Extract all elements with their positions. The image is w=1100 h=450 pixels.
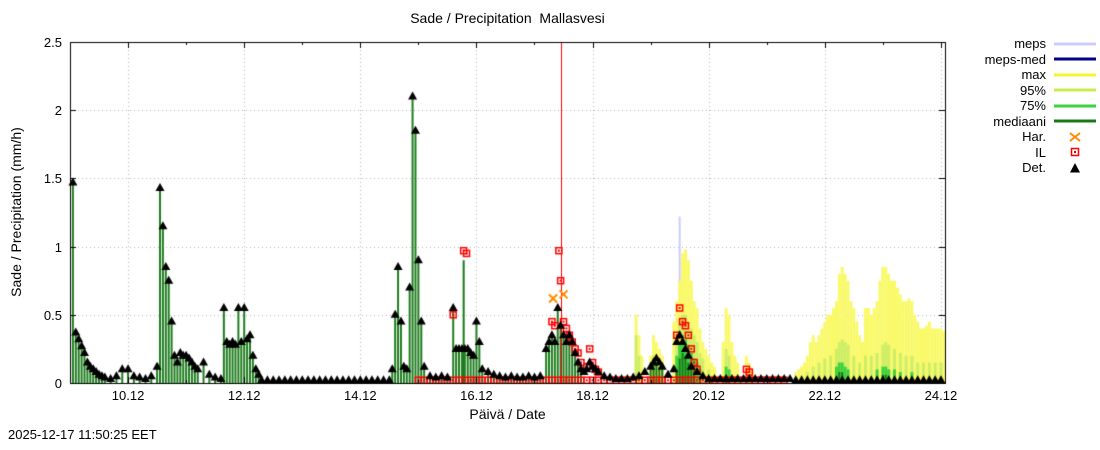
legend-item: 75% — [985, 98, 1098, 114]
legend-label: Det. — [1022, 160, 1046, 176]
legend-swatch-line-icon — [1054, 42, 1096, 46]
legend-swatch-x-icon — [1069, 131, 1081, 142]
legend-label: meps-med — [984, 51, 1046, 67]
y-axis-label: Sade / Precipitation (mm/h) — [8, 127, 24, 297]
legend-swatch-line-icon — [1054, 88, 1096, 92]
legend-label: max — [1021, 67, 1046, 83]
y-tick-label: 1.5 — [43, 171, 62, 187]
x-tick-label: 12.12 — [227, 388, 261, 403]
generation-timestamp: 2025-12-17 11:50:25 EET — [8, 427, 157, 442]
legend-label: meps — [1014, 36, 1046, 52]
legend-swatch-square-icon — [1070, 148, 1080, 157]
legend-item: meps — [985, 36, 1098, 52]
y-tick-label: 0 — [54, 376, 62, 391]
x-tick-label: 24.12 — [924, 388, 958, 403]
legend-swatch-triangle-icon — [1070, 162, 1080, 173]
legend-item: Har. — [985, 129, 1098, 145]
x-tick-label: 10.12 — [111, 388, 145, 403]
x-axis-label: Päivä / Date — [469, 406, 546, 422]
y-tick-label: 2.5 — [43, 35, 62, 50]
x-tick-label: 18.12 — [576, 388, 609, 403]
legend-item: 95% — [985, 83, 1098, 99]
x-tick-label: 20.12 — [692, 388, 725, 403]
legend-item: Det. — [985, 160, 1098, 176]
legend-label: mediaani — [993, 113, 1046, 129]
x-tick-label: 14.12 — [344, 388, 377, 403]
legend-item: IL — [985, 145, 1098, 161]
legend-label: Har. — [1022, 129, 1046, 145]
chart-title: Sade / Precipitation Mallasvesi — [410, 10, 605, 26]
legend-label: 75% — [1019, 98, 1046, 114]
x-tick-label: 22.12 — [808, 388, 842, 403]
x-tick-label: 16.12 — [460, 388, 493, 403]
legend-label: 95% — [1019, 82, 1046, 98]
y-tick-label: 0.5 — [43, 307, 62, 323]
legend-swatch-line-icon — [1054, 119, 1096, 123]
legend-swatch-line-icon — [1054, 57, 1096, 61]
y-tick-label: 2 — [54, 103, 62, 119]
legend-item: max — [985, 67, 1098, 83]
legend-swatch-line-icon — [1054, 104, 1096, 108]
legend-swatch-line-icon — [1054, 73, 1096, 77]
chart-legend: meps meps-med max 95% 75% mediaani Har. IL Det. — [985, 36, 1098, 176]
legend-label: IL — [1035, 144, 1046, 160]
legend-item: mediaani — [985, 114, 1098, 130]
y-tick-label: 1 — [54, 239, 62, 255]
legend-item: meps-med — [985, 52, 1098, 68]
